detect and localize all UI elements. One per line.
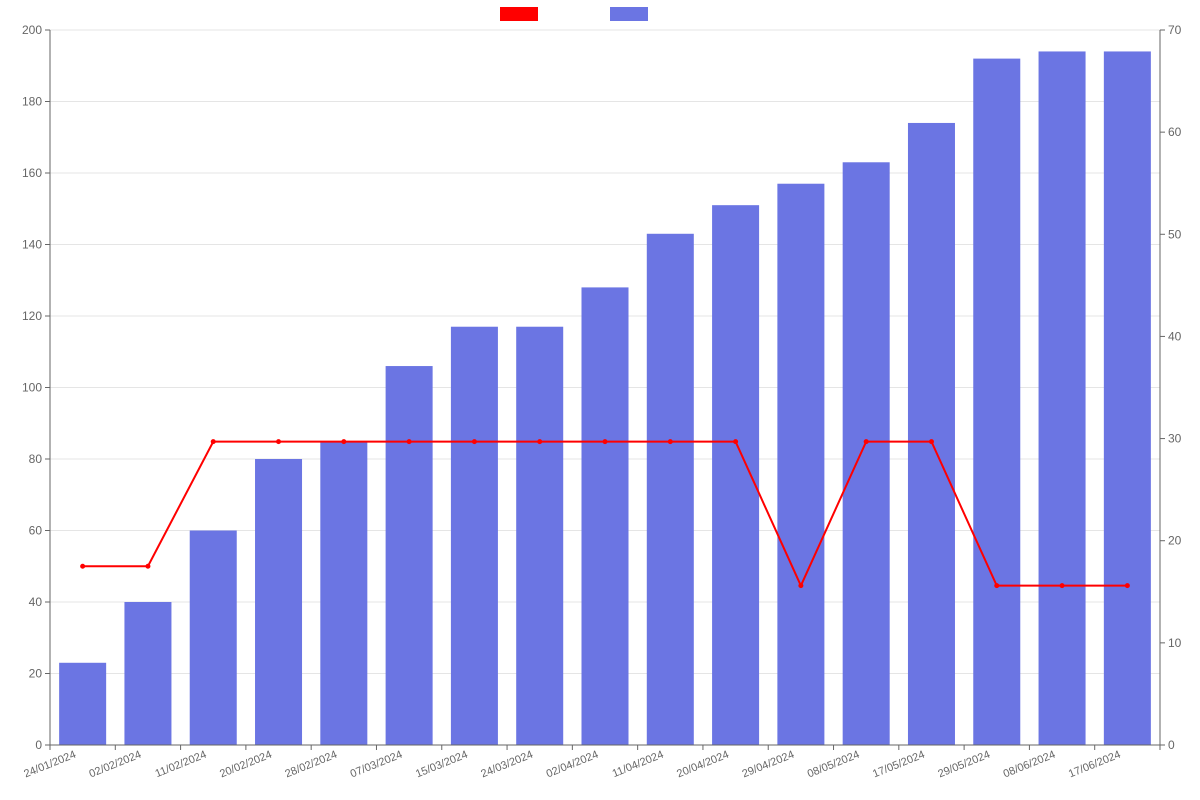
y-right-label: 70 — [1168, 23, 1182, 37]
y-left-label: 140 — [22, 238, 42, 252]
y-right-label: 0 — [1168, 738, 1175, 752]
x-label: 08/05/2024 — [806, 749, 862, 781]
bar — [843, 162, 890, 745]
x-label: 20/04/2024 — [675, 749, 731, 781]
line-marker — [864, 439, 869, 444]
line-marker — [276, 439, 281, 444]
x-label: 29/04/2024 — [740, 749, 796, 781]
x-label: 11/04/2024 — [611, 749, 666, 780]
y-right-label: 40 — [1168, 329, 1182, 343]
bar — [386, 366, 433, 745]
y-left-label: 0 — [35, 738, 42, 752]
line-marker — [1060, 583, 1065, 588]
line-marker — [1125, 583, 1130, 588]
x-label: 11/02/2024 — [154, 749, 209, 780]
line-marker — [798, 583, 803, 588]
bar — [908, 123, 955, 745]
bar — [255, 459, 302, 745]
bar — [1039, 51, 1086, 745]
line-marker — [341, 439, 346, 444]
line-marker — [668, 439, 673, 444]
y-left-label: 160 — [22, 166, 42, 180]
x-label: 08/06/2024 — [1002, 749, 1058, 781]
bar — [320, 441, 367, 745]
x-label: 17/06/2024 — [1067, 749, 1123, 781]
y-left-label: 60 — [29, 524, 43, 538]
chart-svg: 0 20 40 60 80 100 120 140 160 180 200 0 10 20 30 40 50 60… — [0, 0, 1200, 800]
x-label: 28/02/2024 — [283, 749, 339, 781]
line-marker — [929, 439, 934, 444]
y-right-label: 20 — [1168, 534, 1182, 548]
line-marker — [994, 583, 999, 588]
line-marker — [145, 564, 150, 569]
y-left-label: 180 — [22, 95, 42, 109]
y-left-label: 20 — [29, 667, 43, 681]
line-marker — [603, 439, 608, 444]
line-marker — [537, 439, 542, 444]
y-left-label: 40 — [29, 595, 43, 609]
y-left-label: 100 — [22, 381, 42, 395]
bar — [1104, 51, 1151, 745]
legend-swatch-line — [500, 7, 538, 21]
x-label: 20/02/2024 — [218, 749, 274, 781]
line-marker — [80, 564, 85, 569]
x-label: 24/03/2024 — [479, 749, 535, 781]
y-right-label: 30 — [1168, 432, 1182, 446]
line-marker — [407, 439, 412, 444]
line-marker — [733, 439, 738, 444]
x-label: 17/05/2024 — [871, 749, 927, 781]
bar — [451, 327, 498, 745]
y-right-label: 50 — [1168, 227, 1182, 241]
bar — [124, 602, 171, 745]
bar — [973, 59, 1020, 745]
bar — [516, 327, 563, 745]
y-left-label: 80 — [29, 452, 43, 466]
bar — [712, 205, 759, 745]
x-label: 15/03/2024 — [414, 749, 470, 781]
bar — [647, 234, 694, 745]
line-marker — [211, 439, 216, 444]
line-marker — [472, 439, 477, 444]
y-left-label: 200 — [22, 23, 42, 37]
y-left-label: 120 — [22, 309, 42, 323]
legend-swatch-bar — [610, 7, 648, 21]
bar — [777, 184, 824, 745]
bar — [190, 531, 237, 746]
x-label: 07/03/2024 — [349, 749, 405, 781]
y-right-label: 10 — [1168, 636, 1182, 650]
x-label: 29/05/2024 — [936, 749, 992, 781]
y-right-label: 60 — [1168, 125, 1182, 139]
x-label: 02/04/2024 — [545, 749, 601, 781]
bar — [581, 287, 628, 745]
x-label: 02/02/2024 — [88, 749, 144, 781]
x-label: 24/01/2024 — [22, 749, 78, 781]
bar — [59, 663, 106, 745]
combo-chart: 0 20 40 60 80 100 120 140 160 180 200 0 10 20 30 40 50 60… — [0, 0, 1200, 800]
